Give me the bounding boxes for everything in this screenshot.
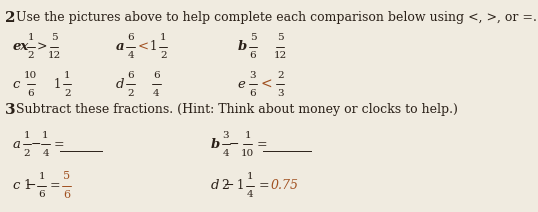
Text: 10: 10 (241, 149, 254, 158)
Text: =: = (49, 179, 60, 192)
Text: 1: 1 (236, 179, 244, 192)
Text: 1: 1 (24, 131, 30, 140)
Text: d: d (116, 78, 124, 91)
Text: 1: 1 (38, 173, 45, 181)
Text: c: c (12, 78, 19, 91)
Text: 3: 3 (277, 89, 284, 98)
Text: −: − (224, 179, 234, 192)
Text: 5: 5 (250, 33, 256, 42)
Text: 6: 6 (250, 89, 256, 98)
Text: Use the pictures above to help complete each comparison below using <, >, or =.: Use the pictures above to help complete … (16, 11, 537, 24)
Text: 2: 2 (221, 179, 229, 192)
Text: 6: 6 (153, 71, 160, 80)
Text: 5: 5 (277, 33, 284, 42)
Text: 6: 6 (128, 33, 134, 42)
Text: 2: 2 (24, 149, 30, 158)
Text: 4: 4 (128, 51, 134, 60)
Text: 2: 2 (277, 71, 284, 80)
Text: 3: 3 (5, 103, 16, 117)
Text: 1: 1 (160, 33, 167, 42)
Text: 5: 5 (51, 33, 58, 42)
Text: 2: 2 (5, 11, 16, 25)
Text: 10: 10 (24, 71, 38, 80)
Text: >: > (37, 40, 47, 53)
Text: b: b (210, 138, 220, 151)
Text: 0.75: 0.75 (271, 179, 299, 192)
Text: a: a (116, 40, 125, 53)
Text: 1: 1 (27, 33, 34, 42)
Text: =: = (53, 138, 64, 151)
Text: 1: 1 (246, 173, 253, 181)
Text: 1: 1 (42, 131, 49, 140)
Text: 1: 1 (53, 78, 61, 91)
Text: 2: 2 (27, 51, 34, 60)
Text: c: c (12, 179, 19, 192)
Text: =: = (258, 179, 269, 192)
Text: <: < (260, 77, 272, 91)
Text: −: − (30, 138, 41, 151)
Text: 6: 6 (38, 190, 45, 199)
Text: a: a (12, 138, 20, 151)
Text: 4: 4 (246, 190, 253, 199)
Text: 1: 1 (150, 40, 157, 53)
Text: −: − (229, 138, 240, 151)
Text: 12: 12 (273, 51, 287, 60)
Text: =: = (256, 138, 267, 151)
Text: ex: ex (12, 40, 29, 53)
Text: 2: 2 (64, 89, 70, 98)
Text: 1: 1 (244, 131, 251, 140)
Text: 6: 6 (250, 51, 256, 60)
Text: 2: 2 (160, 51, 167, 60)
Text: b: b (238, 40, 247, 53)
Text: 4: 4 (153, 89, 160, 98)
Text: 4: 4 (42, 149, 49, 158)
Text: 5: 5 (63, 172, 70, 181)
Text: 1: 1 (64, 71, 70, 80)
Text: 12: 12 (47, 51, 61, 60)
Text: 4: 4 (223, 149, 229, 158)
Text: 2: 2 (128, 89, 134, 98)
Text: d: d (210, 179, 219, 192)
Text: 6: 6 (27, 89, 34, 98)
Text: e: e (238, 78, 245, 91)
Text: 6: 6 (128, 71, 134, 80)
Text: −: − (26, 179, 36, 192)
Text: 3: 3 (250, 71, 256, 80)
Text: 3: 3 (223, 131, 229, 140)
Text: Subtract these fractions. (Hint: Think about money or clocks to help.): Subtract these fractions. (Hint: Think a… (16, 103, 458, 116)
Text: 1: 1 (23, 179, 31, 192)
Text: <: < (138, 40, 148, 53)
Text: 6: 6 (63, 190, 70, 200)
